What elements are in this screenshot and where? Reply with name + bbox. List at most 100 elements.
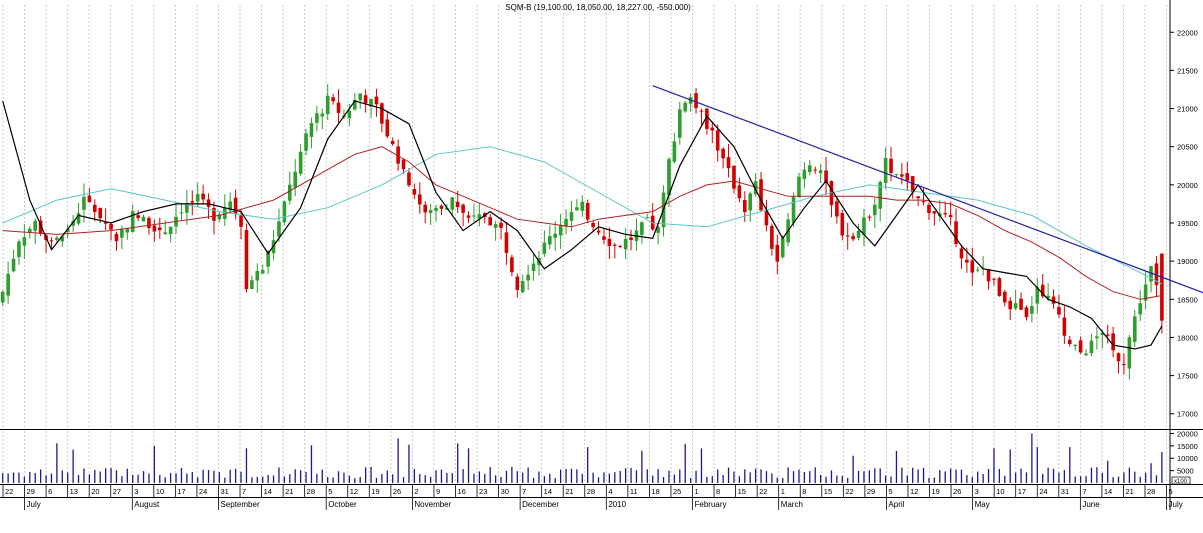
candle-body <box>775 244 780 262</box>
price-tick-label: 19500 <box>1177 219 1198 228</box>
candle-body <box>705 108 709 129</box>
candle-body <box>1002 291 1007 303</box>
candle-body <box>1019 298 1023 310</box>
volume-tick-label: 10000 <box>1177 454 1198 463</box>
candle-body <box>6 273 10 296</box>
candle-body <box>76 213 81 224</box>
candle-body <box>33 220 38 231</box>
date-tick-label: 14 <box>264 487 272 496</box>
candle-body <box>851 236 855 240</box>
candle-body <box>629 237 633 241</box>
date-tick-label: 10 <box>996 487 1004 496</box>
candle-body <box>141 216 146 222</box>
candle-body <box>260 269 265 274</box>
candle-body <box>612 244 617 246</box>
candle-body <box>38 220 43 234</box>
candle-body <box>596 230 601 233</box>
date-tick-label: 5 <box>328 487 332 496</box>
candle-body <box>488 217 493 226</box>
date-tick-label: 17 <box>1018 487 1026 496</box>
candle-body <box>217 214 222 220</box>
candle-body <box>239 215 243 227</box>
date-tick-label: 3 <box>975 487 979 496</box>
candle-body <box>683 102 688 112</box>
month-label: April <box>888 500 904 509</box>
date-tick-label: 5 <box>1169 487 1173 496</box>
volume-tick-label: 20000 <box>1177 429 1198 438</box>
candle-body <box>542 242 547 254</box>
date-tick-label: 15 <box>824 487 832 496</box>
date-tick-label: 7 <box>242 487 246 496</box>
candle-body <box>450 197 455 210</box>
date-tick-label: 31 <box>1061 487 1069 496</box>
month-label: June <box>1082 500 1100 509</box>
candle-body <box>1127 337 1132 369</box>
month-label: March <box>781 500 803 509</box>
candle-body <box>932 211 937 214</box>
month-label: 2010 <box>608 500 626 509</box>
candle-body <box>185 203 189 213</box>
candle-body <box>1149 266 1153 282</box>
candle-body <box>363 95 368 104</box>
candle-body <box>569 212 574 221</box>
date-tick-label: 12 <box>910 487 918 496</box>
candle-body <box>98 207 103 219</box>
price-tick-label: 21000 <box>1177 105 1198 114</box>
candle-body <box>564 218 568 227</box>
candle-body <box>726 157 731 169</box>
date-tick-label: 22 <box>5 487 13 496</box>
candle-body <box>125 228 130 233</box>
candle-body <box>1132 316 1137 342</box>
date-tick-label: 28 <box>307 487 315 496</box>
candle-body <box>1046 295 1050 299</box>
moving-average-short-line <box>2 100 1163 350</box>
candle-body <box>65 228 70 233</box>
candle-body <box>358 93 363 101</box>
date-tick-label: 25 <box>673 487 681 496</box>
candle-body <box>916 196 920 199</box>
volume-tick-label: 5000 <box>1177 467 1194 476</box>
candle-body <box>103 221 108 224</box>
volume-unit-label: x100 <box>1174 479 1188 485</box>
candle-body <box>1154 263 1159 286</box>
candle-body <box>645 217 650 219</box>
volume-bars <box>2 433 1163 483</box>
candle-body <box>412 189 417 195</box>
candle-body <box>352 99 357 110</box>
date-tick-label: 12 <box>350 487 358 496</box>
price-tick-label: 18500 <box>1177 295 1198 304</box>
month-label: November <box>414 500 451 509</box>
date-tick-label: 1 <box>781 487 785 496</box>
candle-body <box>22 237 27 246</box>
candle-body <box>255 270 260 281</box>
candle-body <box>894 174 899 176</box>
date-tick-label: 28 <box>1147 487 1155 496</box>
chart-title: SQM-B (19,100.00, 18,050.00, 18,227.00, … <box>505 3 691 12</box>
month-label: October <box>328 500 357 509</box>
candle-body <box>1013 303 1018 309</box>
candle-body <box>504 232 509 253</box>
candle-body <box>547 236 552 245</box>
candle-body <box>1122 363 1126 366</box>
candle-body <box>336 102 341 113</box>
date-tick-label: 23 <box>479 487 487 496</box>
month-label: August <box>134 500 160 509</box>
candle-body <box>510 257 514 273</box>
candle-body <box>1040 284 1045 297</box>
candle-body <box>905 173 910 181</box>
candle-body <box>607 238 612 246</box>
candle-body <box>721 148 725 159</box>
candle-body <box>694 93 698 109</box>
candle-body <box>168 226 173 235</box>
date-axis: 22 29 6 13 20 27 3 10 17 24 31 7 14 21 28 5 12 19 26 2 9 16 23… <box>2 484 1173 497</box>
date-tick-label: 27 <box>113 487 121 496</box>
candle-body <box>17 241 21 258</box>
moving-average-mid-line <box>2 146 1162 300</box>
candle-body <box>954 221 958 244</box>
candle-body <box>472 215 476 217</box>
volume-axis: 5000 10000 15000 20000 x100 <box>1170 429 1198 485</box>
candle-body <box>737 185 742 199</box>
candle-body <box>797 176 801 198</box>
date-tick-label: 8 <box>802 487 806 496</box>
